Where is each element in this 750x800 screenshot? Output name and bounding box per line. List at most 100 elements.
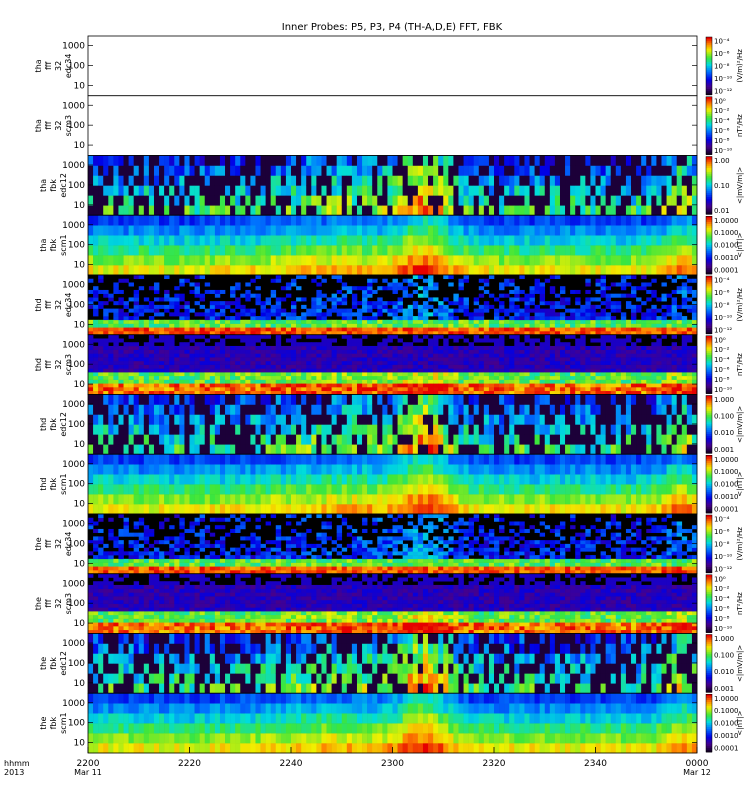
spectrogram-cell bbox=[681, 379, 688, 384]
spectrogram-cell bbox=[615, 185, 622, 196]
spectrogram-cell bbox=[625, 195, 632, 206]
spectrogram-cell bbox=[641, 245, 647, 256]
colorbar-frame bbox=[705, 335, 713, 394]
spectrogram-cell bbox=[316, 297, 322, 302]
spectrogram-cell bbox=[133, 308, 140, 313]
spectrogram-cell bbox=[189, 331, 195, 336]
spectrogram-cell bbox=[575, 323, 581, 328]
spectrogram-cell bbox=[138, 424, 145, 435]
spectrogram-cell bbox=[103, 289, 109, 294]
colorbar-swatch bbox=[706, 312, 712, 315]
spectrogram-cell bbox=[428, 255, 434, 266]
spectrogram-cell bbox=[133, 349, 140, 354]
spectrogram-cell bbox=[651, 364, 657, 369]
spectrogram-cell bbox=[296, 319, 302, 324]
spectrogram-cell bbox=[316, 394, 322, 405]
spectrogram-cell bbox=[316, 312, 322, 317]
spectrogram-cell bbox=[514, 338, 520, 343]
spectrogram-cell bbox=[656, 331, 662, 336]
spectrogram-cell bbox=[377, 312, 383, 317]
spectrogram-cell bbox=[494, 165, 500, 176]
colorbar-swatch bbox=[706, 58, 712, 61]
spectrogram-cell bbox=[615, 304, 622, 309]
spectrogram-cell bbox=[103, 175, 109, 186]
spectrogram-cell bbox=[367, 289, 373, 294]
spectrogram-cell bbox=[646, 345, 652, 350]
spectrogram-cell bbox=[504, 390, 510, 395]
spectrogram-cell bbox=[169, 297, 175, 302]
spectrogram-cell bbox=[565, 301, 571, 306]
spectrogram-cell bbox=[392, 316, 398, 321]
spectrogram-cell bbox=[600, 245, 606, 256]
spectrogram-cell bbox=[108, 383, 114, 388]
spectrogram-cell bbox=[483, 175, 490, 186]
spectrogram-cell bbox=[448, 372, 454, 377]
spectrogram-cell bbox=[488, 205, 495, 216]
spectrogram-cell bbox=[524, 334, 530, 339]
spectrogram-cell bbox=[453, 319, 459, 324]
spectrogram-cell bbox=[620, 387, 627, 392]
spectrogram-cell bbox=[463, 155, 469, 166]
spectrogram-cell bbox=[676, 165, 683, 176]
spectrogram-cell bbox=[549, 383, 556, 388]
spectrogram-cell bbox=[103, 195, 109, 206]
spectrogram-cell bbox=[133, 265, 140, 276]
spectrogram-cell bbox=[514, 165, 520, 176]
spectrogram-cell bbox=[356, 185, 363, 196]
spectrogram-cell bbox=[296, 235, 302, 246]
spectrogram-cell bbox=[194, 293, 200, 298]
spectrogram-cell bbox=[326, 353, 332, 358]
spectrogram-cell bbox=[291, 245, 297, 256]
spectrogram-cell bbox=[98, 275, 104, 280]
spectrogram-cell bbox=[169, 404, 175, 415]
spectrogram-cell bbox=[681, 245, 688, 256]
spectrogram-cell bbox=[651, 265, 657, 276]
spectrogram-cell bbox=[438, 185, 444, 196]
spectrogram-cell bbox=[113, 404, 119, 415]
spectrogram-cell bbox=[412, 360, 419, 365]
spectrogram-cell bbox=[169, 414, 175, 425]
spectrogram-cell bbox=[615, 331, 622, 336]
spectrogram-cell bbox=[625, 319, 632, 324]
spectrogram-cell bbox=[184, 424, 190, 435]
spectrogram-cell bbox=[453, 308, 459, 313]
spectrogram-cell bbox=[296, 372, 302, 377]
spectrogram-cell bbox=[483, 185, 490, 196]
spectrogram-cell bbox=[656, 215, 662, 226]
spectrogram-cell bbox=[610, 185, 617, 196]
spectrogram-cell bbox=[189, 383, 195, 388]
spectrogram-cell bbox=[250, 379, 256, 384]
spectrogram-cell bbox=[458, 235, 464, 246]
spectrogram-cell bbox=[453, 353, 459, 358]
spectrogram-cell bbox=[291, 235, 297, 246]
spectrogram-cell bbox=[625, 282, 632, 287]
spectrogram-cell bbox=[169, 394, 175, 405]
spectrogram-cell bbox=[585, 185, 591, 196]
spectrogram-cell bbox=[631, 383, 637, 388]
spectrogram-cell bbox=[199, 390, 206, 395]
spectrogram-cell bbox=[549, 185, 556, 196]
spectrogram-cell bbox=[463, 255, 469, 266]
spectrogram-cell bbox=[159, 394, 165, 405]
spectrogram-cell bbox=[529, 155, 535, 166]
spectrogram-cell bbox=[133, 297, 140, 302]
colorbar-swatch bbox=[706, 54, 712, 57]
colorbar-swatch bbox=[706, 168, 712, 171]
spectrogram-cell bbox=[362, 297, 368, 302]
spectrogram-cell bbox=[458, 255, 464, 266]
spectrogram-cell bbox=[681, 225, 688, 236]
spectrogram-cell bbox=[321, 353, 327, 358]
spectrogram-cell bbox=[326, 308, 332, 313]
spectrogram-cell bbox=[544, 175, 551, 186]
spectrogram-cell bbox=[473, 235, 480, 246]
spectrogram-cell bbox=[595, 245, 601, 256]
panel-label-line: 32 bbox=[54, 360, 63, 370]
spectrogram-cell bbox=[372, 364, 378, 369]
spectrogram-cell bbox=[311, 434, 317, 445]
spectrogram-cell bbox=[661, 323, 667, 328]
spectrogram-cell bbox=[483, 289, 490, 294]
spectrogram-cell bbox=[235, 379, 241, 384]
spectrogram-cell bbox=[570, 195, 576, 206]
spectrogram-cell bbox=[291, 372, 297, 377]
spectrogram-cell bbox=[433, 342, 439, 347]
